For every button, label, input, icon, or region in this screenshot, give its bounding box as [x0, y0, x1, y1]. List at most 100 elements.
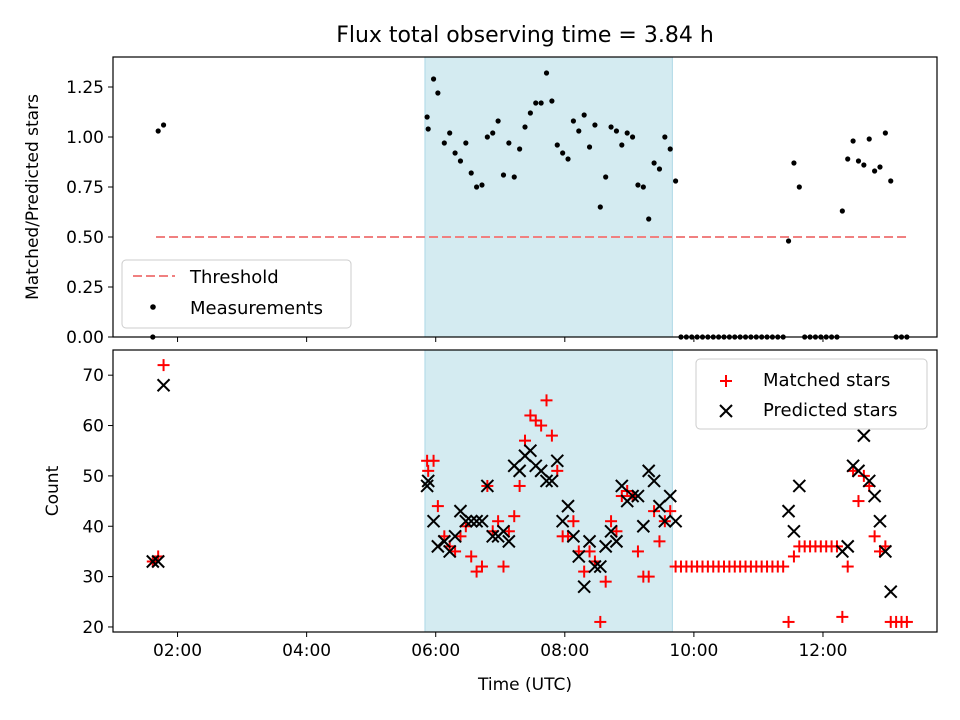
measurement-point	[560, 150, 566, 156]
measurement-point	[479, 182, 485, 188]
matched-star-point	[508, 510, 521, 523]
predicted-star-point	[873, 514, 887, 528]
matched-legend-label: Matched stars	[763, 370, 890, 391]
measurement-point	[424, 114, 430, 120]
matched-legend-swatch	[720, 375, 732, 387]
predicted-star-point	[420, 479, 434, 493]
measurement-point	[500, 172, 507, 178]
observing-window-shade	[424, 350, 673, 632]
predicted-star-point	[658, 514, 672, 528]
predicted-star-point	[609, 534, 624, 549]
measurement-point	[608, 124, 614, 130]
predicted-star-point	[453, 504, 468, 518]
predicted-star-point	[496, 524, 511, 538]
measurement-point	[565, 156, 571, 162]
measurement-point	[662, 134, 668, 140]
measurement-point	[866, 136, 872, 142]
ratio-panel-legend: Threshold Measurements	[121, 259, 352, 329]
y-tick-label: 40	[82, 517, 104, 537]
predicted-star-point	[448, 529, 462, 544]
matched-star-point	[427, 454, 440, 467]
matched-star-point	[594, 615, 607, 628]
predicted-star-point	[582, 534, 597, 549]
count-legend-box	[695, 358, 928, 430]
measurement-point	[667, 146, 673, 152]
measurement-point	[495, 118, 501, 124]
predicted-star-point	[787, 524, 801, 538]
matched-star-point	[852, 495, 865, 508]
count-panel-ticks: 02:00 04:00 06:00 08:00 10:00 12:00 20 30 40 50 60…	[82, 366, 847, 661]
predicted-star-point	[464, 514, 478, 528]
predicted-star-point	[459, 514, 473, 528]
matched-star-point	[497, 560, 510, 573]
measurement-point	[640, 184, 646, 190]
measurement-point	[511, 174, 517, 180]
measurement-point	[656, 166, 663, 172]
predicted-star-point	[512, 464, 527, 478]
measurement-point	[592, 122, 598, 128]
predicted-star-point	[604, 524, 618, 538]
predicted-star-point	[598, 539, 613, 554]
y-tick-label: 1.25	[66, 78, 104, 98]
matched-star-point	[653, 535, 666, 548]
chart-title: Flux total observing time = 3.84 h	[336, 23, 714, 48]
predicted-legend-swatch	[719, 404, 733, 418]
matched-star-point	[583, 545, 596, 558]
matched-star-point	[470, 565, 483, 578]
matched-star-point	[567, 515, 580, 528]
measurement-point	[651, 160, 657, 166]
measurement-point	[603, 174, 609, 180]
matched-star-point	[475, 560, 488, 573]
measurement-point	[570, 118, 577, 124]
predicted-star-point	[486, 529, 500, 544]
count-panel: 02:00 04:00 06:00 08:00 10:00 12:00 20 30 40 50 60…	[43, 349, 938, 661]
measurement-point	[468, 170, 474, 176]
predicted-star-point	[668, 514, 683, 528]
measurement-point	[517, 146, 523, 152]
predicted-star-point	[469, 514, 484, 528]
measurement-point	[543, 70, 550, 76]
predicted-star-point	[625, 489, 640, 503]
measurement-point	[635, 182, 641, 188]
y-tick-label: 0.25	[66, 278, 104, 298]
measurements-legend-label: Measurements	[190, 298, 323, 319]
count-panel-marks	[146, 359, 913, 628]
measurement-point	[646, 216, 652, 222]
measurement-point	[527, 110, 533, 116]
predicted-star-point	[146, 554, 160, 569]
measurement-point	[430, 76, 437, 82]
measurement-point	[877, 164, 883, 170]
predicted-star-point	[663, 489, 677, 503]
predicted-star-point	[652, 499, 667, 513]
matched-star-point	[777, 560, 790, 573]
measurement-point	[441, 140, 447, 146]
matched-star-point	[599, 575, 612, 588]
measurement-point	[673, 178, 679, 184]
matched-star-point	[422, 464, 435, 477]
predicted-star-point	[539, 474, 554, 488]
x-tick-label: 12:00	[798, 641, 847, 661]
measurement-point	[861, 162, 867, 168]
matched-star-point	[157, 359, 170, 372]
measurement-point	[484, 134, 490, 140]
measurement-point	[581, 112, 587, 118]
observing-window-shade	[424, 57, 673, 337]
predicted-star-point	[878, 544, 893, 559]
matched-star-point	[431, 500, 444, 513]
y-tick-label: 20	[82, 618, 104, 638]
measurement-point	[576, 128, 582, 134]
matched-star-point	[642, 570, 655, 583]
measurement-point	[845, 156, 851, 162]
y-tick-label: 50	[82, 467, 104, 487]
measurement-point	[452, 150, 458, 156]
y-tick-label: 60	[82, 417, 104, 437]
measurement-point	[435, 90, 441, 96]
predicted-star-point	[593, 559, 608, 574]
ratio-panel-frame	[112, 56, 938, 338]
measurements-legend-swatch	[150, 304, 156, 310]
y-tick-label: 0.50	[66, 228, 104, 248]
measurement-point	[522, 124, 528, 130]
predicted-star-point	[480, 479, 495, 493]
measurement-point	[855, 158, 862, 164]
